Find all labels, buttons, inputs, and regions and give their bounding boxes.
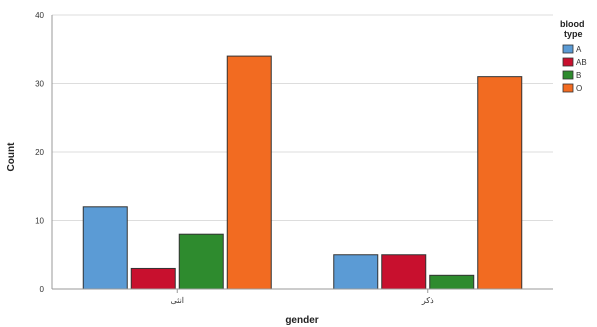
legend-swatch-O	[562, 83, 574, 93]
x-tick-label-0: انثى	[170, 296, 184, 305]
bar-B-1	[429, 274, 475, 290]
y-axis-label: Count	[6, 142, 17, 172]
legend-title-line-1: blood	[560, 19, 585, 29]
gridlines	[52, 14, 553, 221]
bar-O-1	[477, 76, 523, 290]
legend-label-AB: AB	[576, 58, 587, 67]
y-tick-label-10: 10	[35, 217, 44, 226]
legend-label-B: B	[576, 71, 581, 80]
legend-swatch-B	[562, 70, 574, 80]
x-axis-label: gender	[285, 315, 318, 326]
legend-title-line-2: type	[564, 29, 583, 39]
y-tick-label-30: 30	[35, 80, 44, 89]
y-tick-label-40: 40	[35, 11, 44, 20]
bar-A-0	[82, 206, 128, 290]
bar-A-1	[333, 254, 379, 290]
y-axis-ticks: 0 10 20 30 40	[35, 11, 44, 294]
bar-O-0	[226, 55, 272, 290]
y-tick-label-0: 0	[40, 285, 45, 294]
y-tick-label-20: 20	[35, 148, 44, 157]
x-axis-ticks: انثى ذكر	[170, 289, 434, 305]
bar-AB-0	[130, 267, 176, 290]
bar-AB-1	[381, 254, 427, 290]
legend-label-A: A	[576, 45, 582, 54]
bar-B-0	[178, 233, 224, 290]
x-tick-label-1: ذكر	[421, 296, 434, 305]
legend-swatch-A	[562, 44, 574, 54]
legend-swatch-AB	[562, 57, 574, 67]
legend-label-O: O	[576, 84, 582, 93]
legend: blood type A AB BO	[560, 19, 587, 93]
